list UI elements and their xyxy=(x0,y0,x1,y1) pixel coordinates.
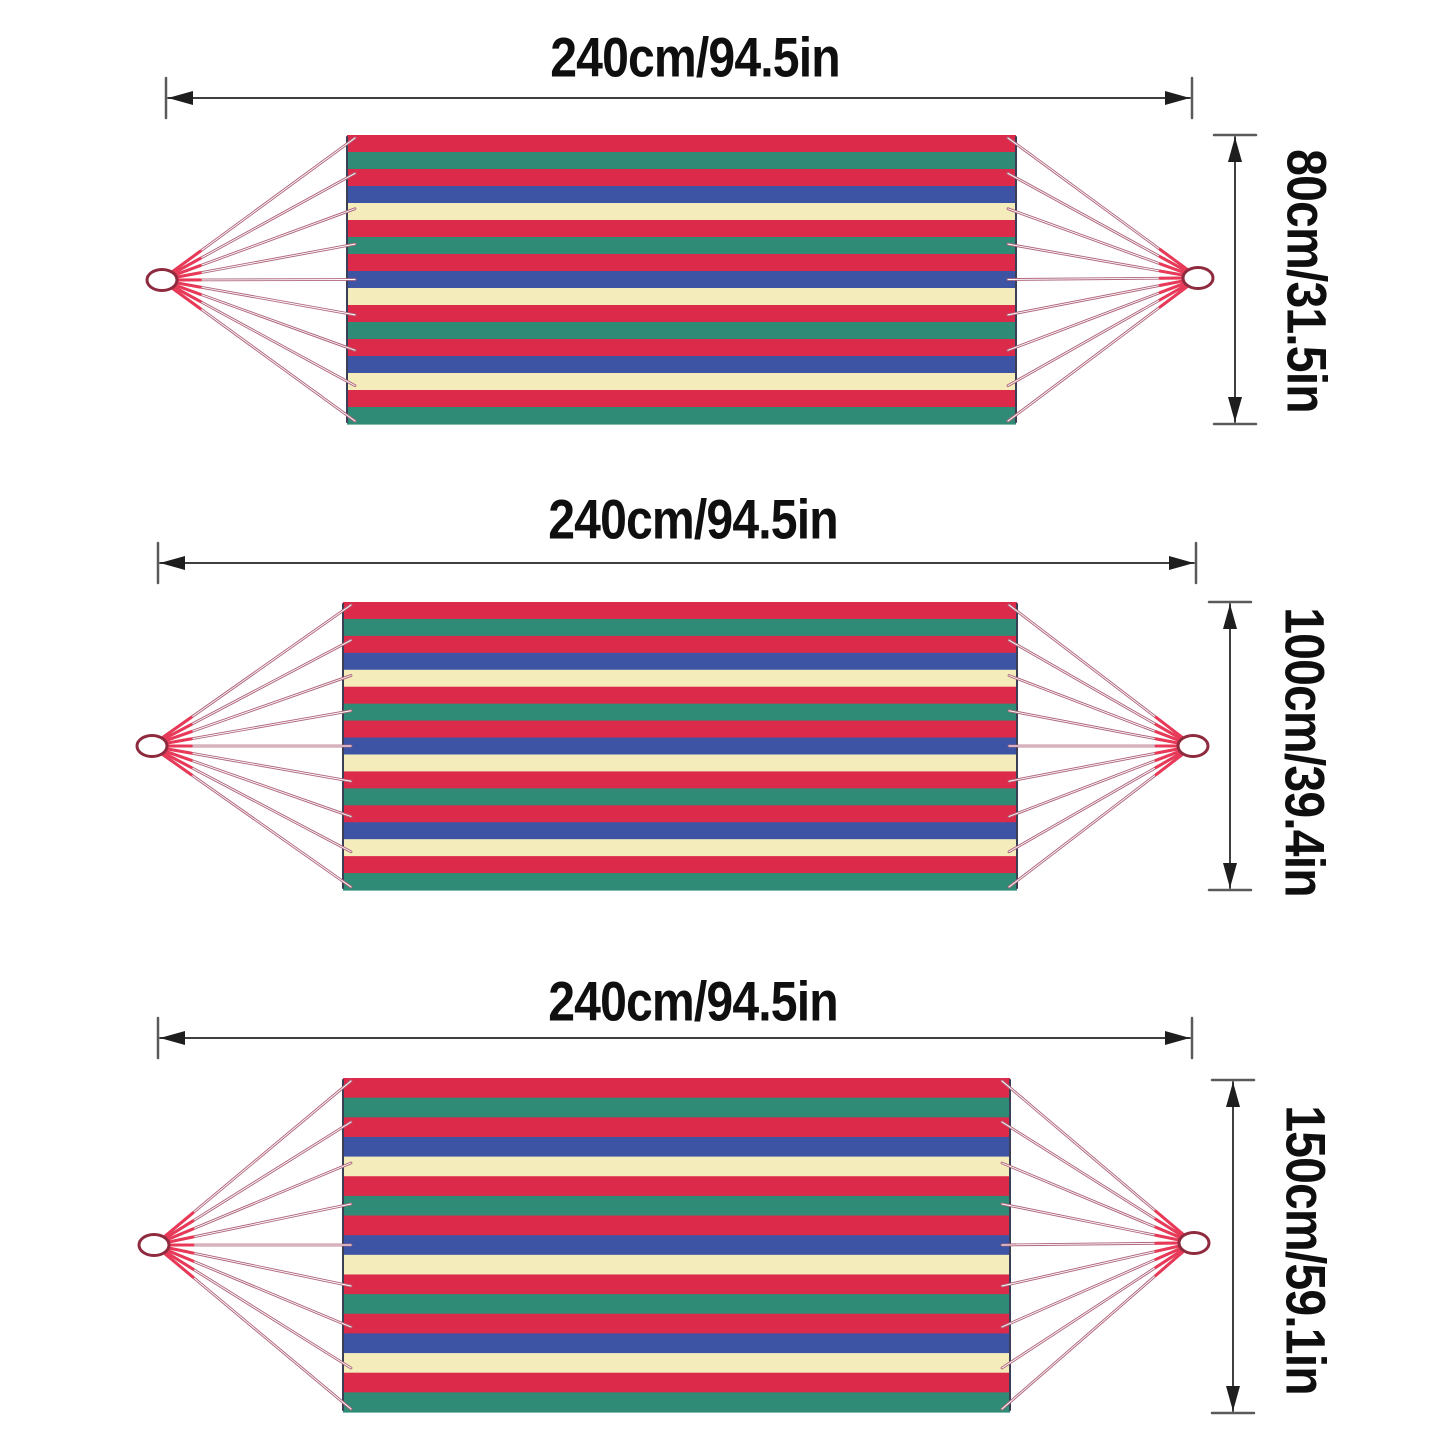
fabric-stripe xyxy=(343,1294,1010,1315)
fabric-stripe xyxy=(343,1235,1010,1256)
fabric-stripe xyxy=(347,373,1016,391)
hammock-fabric xyxy=(342,602,1018,891)
hammock-3-width-label: 240cm/94.5in xyxy=(548,969,838,1033)
width-dimension-arrow xyxy=(156,1016,1194,1060)
hammock-ropes xyxy=(171,136,1189,423)
fabric-stripe xyxy=(343,1195,1010,1217)
fabric-stripe xyxy=(343,737,1017,756)
fabric-stripe xyxy=(343,1392,1010,1413)
fabric-stripe xyxy=(343,1274,1010,1295)
suspension-ring-left xyxy=(135,734,169,758)
fabric-stripe xyxy=(343,618,1017,637)
hammock-fabric xyxy=(346,135,1017,425)
fabric-stripe xyxy=(343,839,1017,857)
height-dimension-arrow xyxy=(1212,133,1258,426)
suspension-ring-right xyxy=(1177,1231,1211,1255)
hammock-ropes xyxy=(161,603,1184,889)
height-dimension-arrow xyxy=(1210,1078,1256,1415)
fabric-stripe xyxy=(347,237,1016,255)
fabric-stripe xyxy=(347,186,1016,204)
fabric-stripe xyxy=(343,1333,1010,1354)
suspension-ring-right xyxy=(1176,734,1210,758)
fabric-stripe xyxy=(343,1254,1010,1276)
fabric-stripe xyxy=(343,635,1017,654)
height-dimension-arrow xyxy=(1207,600,1253,892)
suspension-ring-left xyxy=(145,268,179,292)
hammock-2-width-label: 240cm/94.5in xyxy=(548,487,838,551)
fabric-stripe xyxy=(347,169,1016,187)
fabric-stripe xyxy=(343,1353,1010,1374)
hammock-1-height-label: 80cm/31.5in xyxy=(1275,149,1339,413)
fabric-stripe xyxy=(343,856,1017,874)
fabric-stripe xyxy=(347,220,1016,238)
hammock-2-diagram xyxy=(135,541,1253,892)
fabric-stripe xyxy=(347,288,1016,306)
fabric-stripe xyxy=(347,305,1016,323)
width-dimension-arrow xyxy=(164,76,1194,120)
fabric-stripe xyxy=(343,669,1017,688)
fabric-stripe xyxy=(347,390,1016,408)
fabric-stripe xyxy=(343,754,1017,773)
hammock-fabric xyxy=(342,1078,1011,1413)
hammock-ropes xyxy=(163,1079,1185,1411)
fabric-stripe xyxy=(347,339,1016,357)
fabric-stripe xyxy=(343,1176,1010,1197)
hammock-1-width-label: 240cm/94.5in xyxy=(550,25,840,89)
hammock-3-height-label: 150cm/59.1in xyxy=(1274,1105,1338,1395)
fabric-stripe xyxy=(343,1078,1010,1099)
fabric-stripe xyxy=(343,720,1017,739)
fabric-stripe xyxy=(343,805,1017,823)
fabric-stripe xyxy=(343,652,1017,671)
suspension-ring-right xyxy=(1181,266,1215,290)
fabric-stripe xyxy=(343,1156,1010,1177)
fabric-stripe xyxy=(347,356,1016,374)
fabric-stripe xyxy=(347,152,1016,170)
fabric-stripe xyxy=(347,135,1016,153)
fabric-stripe xyxy=(347,407,1016,425)
hammock-2-height-label: 100cm/39.4in xyxy=(1273,607,1337,897)
fabric-stripe xyxy=(343,1097,1010,1118)
fabric-stripe xyxy=(347,203,1016,221)
fabric-stripe xyxy=(347,271,1016,289)
fabric-stripe xyxy=(343,1136,1010,1158)
fabric-stripe xyxy=(343,788,1017,806)
fabric-stripe xyxy=(343,686,1017,705)
width-dimension-arrow xyxy=(156,541,1198,585)
fabric-stripe xyxy=(343,703,1017,722)
fabric-stripe xyxy=(343,771,1017,789)
fabric-stripe xyxy=(347,322,1016,340)
fabric-stripe xyxy=(343,1313,1010,1335)
hammock-1-diagram xyxy=(145,76,1258,426)
fabric-stripe xyxy=(343,1215,1010,1236)
fabric-stripe xyxy=(343,602,1017,620)
fabric-stripe xyxy=(343,1117,1010,1138)
suspension-ring-left xyxy=(137,1233,171,1257)
fabric-stripe xyxy=(343,822,1017,840)
fabric-stripe xyxy=(347,254,1016,272)
hammock-3-diagram xyxy=(137,1016,1256,1415)
fabric-stripe xyxy=(343,873,1017,891)
fabric-stripe xyxy=(343,1372,1010,1393)
